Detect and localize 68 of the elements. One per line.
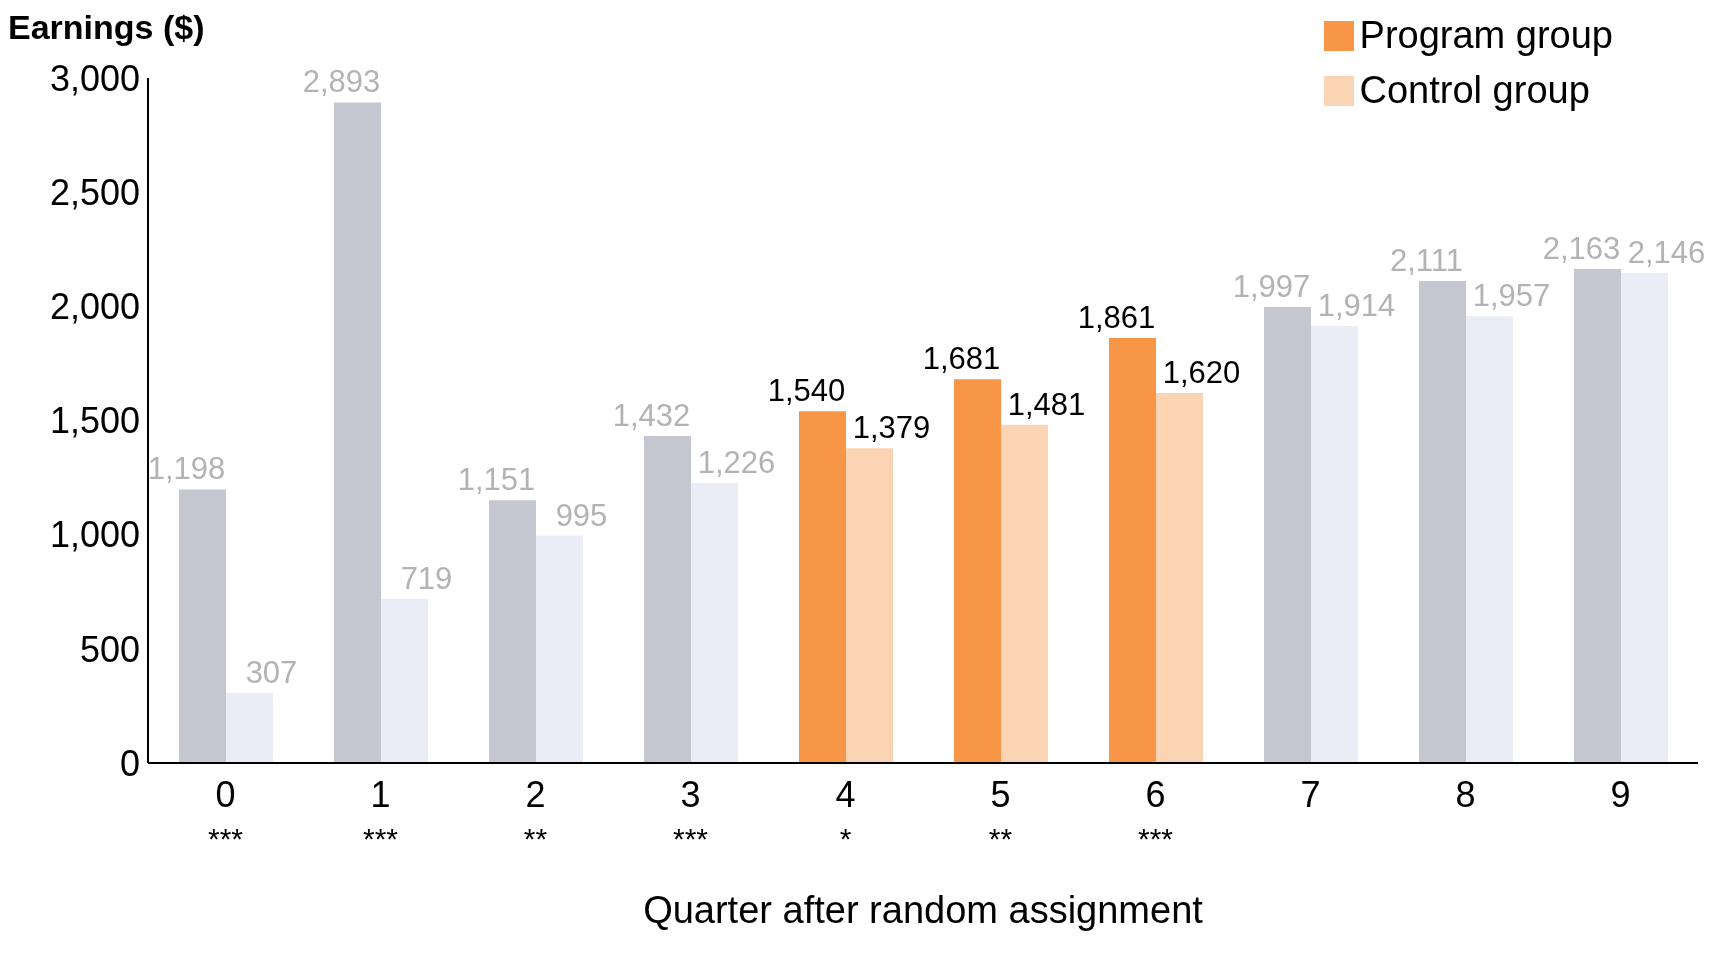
x-tick-label: 1: [370, 774, 391, 815]
y-tick-label: 500: [79, 628, 140, 670]
data-label: 1,914: [1317, 287, 1396, 323]
data-label: 2,893: [302, 64, 381, 100]
x-tick-label: 2: [525, 774, 546, 815]
bar: [226, 692, 273, 763]
bar: [1156, 393, 1203, 763]
data-label: 1,861: [1077, 300, 1156, 336]
bar: [489, 500, 536, 763]
bar: [1621, 273, 1668, 763]
data-label: 1,481: [1007, 386, 1086, 422]
bar: [536, 535, 583, 763]
y-tick-label: 2,000: [49, 286, 140, 328]
bar: [334, 102, 381, 763]
text: ***: [1137, 822, 1174, 855]
bar: [1109, 338, 1156, 763]
y-tick-label: 2,500: [49, 171, 140, 213]
text: ***: [672, 822, 709, 855]
text: ***: [362, 822, 399, 855]
data-label: 1,432: [612, 398, 691, 434]
data-label: 1,379: [852, 410, 931, 446]
text: **: [988, 822, 1013, 855]
x-tick-label: 8: [1455, 774, 1476, 815]
data-label: 1,620: [1162, 355, 1241, 391]
data-label: 995: [555, 497, 608, 533]
x-tick-label: 5: [990, 774, 1011, 815]
data-label: 1,226: [697, 445, 776, 481]
data-label: 307: [245, 654, 298, 690]
bar: [846, 448, 893, 763]
y-tick-label: 0: [119, 742, 140, 784]
x-tick-label: 9: [1610, 774, 1631, 815]
data-label: 2,163: [1542, 231, 1621, 267]
bar: [1311, 325, 1358, 763]
data-label: 1,681: [922, 341, 1001, 377]
x-tick-label: 4: [835, 774, 856, 815]
legend-label: Control group: [1359, 68, 1590, 113]
bar: [381, 598, 428, 763]
text: ***: [207, 822, 244, 855]
y-tick-label: 1,500: [49, 400, 140, 442]
data-label: 1,540: [767, 373, 846, 409]
y-axis-title: Earnings ($): [8, 8, 205, 47]
data-label: 1,151: [457, 462, 536, 498]
data-label: 2,146: [1627, 235, 1706, 270]
y-tick-label: 3,000: [49, 57, 140, 99]
bar: [1466, 316, 1513, 763]
data-label: 1,997: [1232, 269, 1311, 305]
bar: [644, 436, 691, 763]
bar: [799, 411, 846, 763]
data-label: 1,198: [147, 451, 226, 487]
bar: [691, 483, 738, 763]
x-tick-label: 6: [1145, 774, 1166, 815]
x-tick-label: 3: [680, 774, 701, 815]
bar: [1264, 307, 1311, 763]
x-tick-label: 0: [215, 774, 236, 815]
data-label: 2,111: [1390, 242, 1463, 278]
x-axis-title: Quarter after random assignment: [643, 889, 1204, 931]
bar: [954, 379, 1001, 763]
y-tick-label: 1,000: [49, 514, 140, 556]
text: *: [839, 822, 852, 855]
legend-label: Program group: [1359, 13, 1613, 58]
bar: [1419, 280, 1466, 763]
bar: [1574, 269, 1621, 763]
x-tick-label: 7: [1300, 774, 1321, 815]
text: **: [523, 822, 548, 855]
bar: [179, 489, 226, 763]
data-label: 719: [400, 560, 453, 596]
data-label: 1,957: [1472, 278, 1551, 314]
bar: [1001, 424, 1048, 763]
